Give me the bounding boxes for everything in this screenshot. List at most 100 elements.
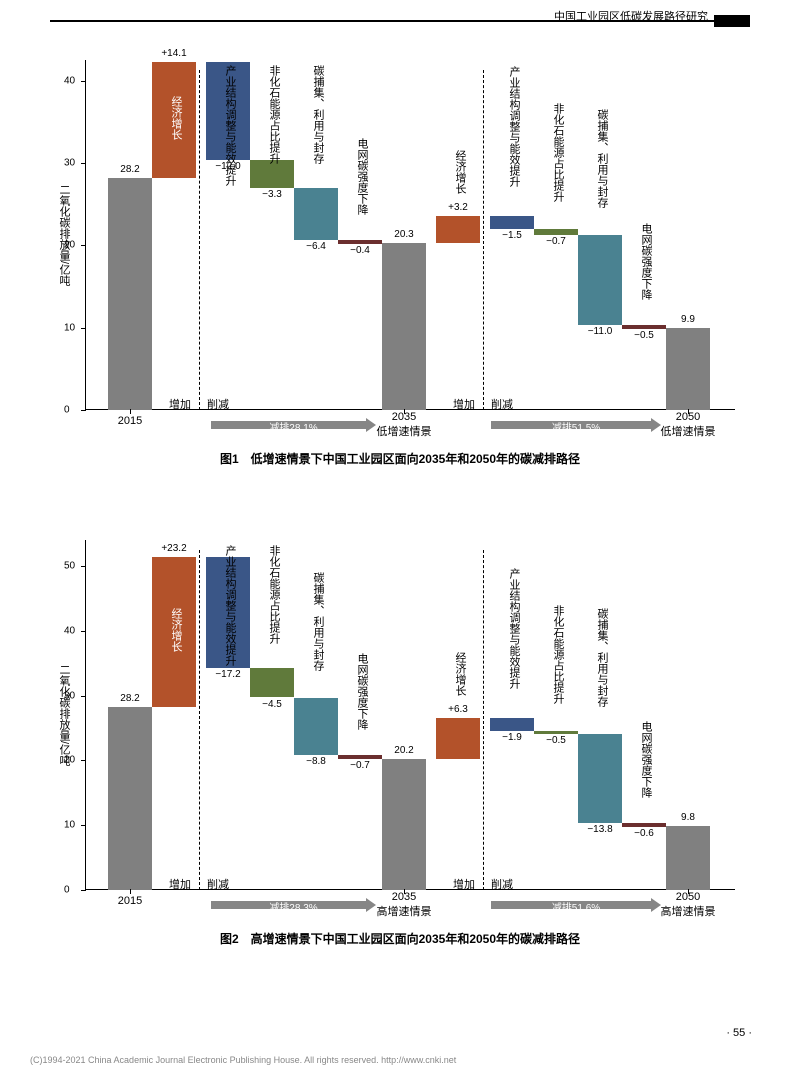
bar-value-label: −8.8 (306, 756, 326, 767)
waterfall-bar (666, 826, 710, 890)
x-axis-label: 2050高增速情景 (661, 891, 716, 919)
bar-value-label: 20.2 (394, 745, 413, 756)
y-tick-label: 20 (64, 240, 75, 251)
bar-value-label: −6.4 (306, 241, 326, 252)
waterfall-bar (578, 235, 622, 326)
reduction-arrow: 减排28.3% (211, 898, 376, 912)
bar-category-label: 碳捕集、利用与封存 (594, 608, 610, 707)
increase-label: 增加 (169, 876, 191, 892)
waterfall-bar (382, 759, 426, 890)
waterfall-bar (622, 823, 666, 827)
bar-value-label: −0.5 (546, 735, 566, 746)
decrease-label: 削减 (207, 396, 229, 412)
y-tick-label: 50 (64, 560, 75, 571)
reduction-label: 减排28.1% (211, 419, 376, 434)
divider-dash (199, 70, 200, 410)
bar-value-label: −3.3 (262, 189, 282, 200)
bar-category-label: 电网碳强度下降 (354, 138, 370, 215)
bar-category-label: 电网碳强度下降 (638, 223, 654, 300)
y-tick-label: 30 (64, 157, 75, 168)
bar-value-label: −1.5 (502, 230, 522, 241)
y-tick-label: 0 (64, 405, 70, 416)
bar-category-label: 产业结构调整与能效提升 (506, 568, 522, 689)
bar-category-label: 碳捕集、利用与封存 (594, 109, 610, 208)
bar-value-label: −17.2 (215, 669, 240, 680)
waterfall-bar (666, 328, 710, 410)
y-axis-label: 二氧化碳排放量/亿吨 (56, 663, 72, 765)
reduction-arrow: 减排51.6% (491, 898, 661, 912)
divider-dash (199, 550, 200, 890)
waterfall-bar (250, 160, 294, 187)
x-axis-label: 2035低增速情景 (377, 411, 432, 439)
waterfall-bar (294, 188, 338, 241)
bar-value-label: −4.5 (262, 699, 282, 710)
x-axis-label: 2015 (118, 895, 142, 907)
bar-category-label: 经济增长 (452, 150, 468, 194)
bar-value-label: −0.7 (546, 236, 566, 247)
waterfall-bar (534, 229, 578, 235)
bar-value-label: +6.3 (448, 704, 468, 715)
bar-category-label: 碳捕集、利用与封存 (310, 65, 326, 164)
waterfall-bar (490, 718, 534, 730)
reduction-label: 减排51.6% (491, 899, 661, 914)
y-tick-label: 20 (64, 755, 75, 766)
y-tick-label: 10 (64, 820, 75, 831)
bar-category-label: 非化石能源占比提升 (266, 545, 282, 644)
bar-value-label: −1.9 (502, 732, 522, 743)
waterfall-bar (108, 178, 152, 410)
bar-category-label: 电网碳强度下降 (638, 721, 654, 798)
bar-value-label: −0.6 (634, 828, 654, 839)
decrease-label: 削减 (491, 396, 513, 412)
y-axis-label: 二氧化碳排放量/亿吨 (56, 183, 72, 285)
waterfall-bar (436, 216, 480, 242)
bar-category-label: 碳捕集、利用与封存 (310, 572, 326, 671)
waterfall-bar (338, 240, 382, 243)
increase-label: 增加 (169, 396, 191, 412)
reduction-arrow: 减排28.1% (211, 418, 376, 432)
x-axis-label: 2015 (118, 415, 142, 427)
bar-category-label: 经济增长 (168, 608, 184, 652)
waterfall-bar (622, 325, 666, 329)
y-tick-label: 10 (64, 322, 75, 333)
waterfall-bar (294, 698, 338, 755)
x-axis-label: 2050低增速情景 (661, 411, 716, 439)
y-tick-label: 40 (64, 625, 75, 636)
decrease-label: 削减 (207, 876, 229, 892)
header-block (714, 15, 750, 27)
bar-category-label: 产业结构调整与能效提升 (222, 65, 238, 186)
x-axis-label: 2035高增速情景 (377, 891, 432, 919)
waterfall-bar (250, 668, 294, 697)
chart-caption: 图1 低增速情景下中国工业园区面向2035年和2050年的碳减排路径 (50, 450, 750, 467)
bar-value-label: +14.1 (161, 48, 186, 59)
page-number: · 55 · (726, 1027, 752, 1039)
divider-dash (483, 70, 484, 410)
footer-copyright: (C)1994-2021 China Academic Journal Elec… (30, 1055, 456, 1065)
bar-value-label: −13.8 (587, 824, 612, 835)
increase-label: 增加 (453, 396, 475, 412)
chart-caption: 图2 高增速情景下中国工业园区面向2035年和2050年的碳减排路径 (50, 930, 750, 947)
bar-category-label: 产业结构调整与能效提升 (222, 545, 238, 666)
waterfall-bar (382, 243, 426, 410)
bar-value-label: −0.5 (634, 330, 654, 341)
waterfall-bar (108, 707, 152, 890)
bar-value-label: +23.2 (161, 543, 186, 554)
reduction-arrow: 减排51.5% (491, 418, 661, 432)
reduction-label: 减排51.5% (491, 419, 661, 434)
bar-category-label: 经济增长 (452, 652, 468, 696)
bar-value-label: 28.2 (120, 164, 139, 175)
waterfall-bar (490, 216, 534, 228)
y-tick-label: 40 (64, 75, 75, 86)
bar-category-label: 产业结构调整与能效提升 (506, 66, 522, 187)
bar-value-label: −11.0 (588, 326, 613, 337)
bar-value-label: 28.2 (120, 693, 139, 704)
bar-value-label: 20.3 (394, 229, 413, 240)
bar-value-label: +3.2 (448, 202, 468, 213)
y-tick-label: 30 (64, 690, 75, 701)
waterfall-bar (436, 718, 480, 759)
waterfall-bar (534, 731, 578, 734)
bar-category-label: 非化石能源占比提升 (550, 605, 566, 704)
waterfall-bar (338, 755, 382, 760)
bar-value-label: 9.9 (681, 314, 695, 325)
reduction-label: 减排28.3% (211, 899, 376, 914)
bar-category-label: 非化石能源占比提升 (550, 103, 566, 202)
